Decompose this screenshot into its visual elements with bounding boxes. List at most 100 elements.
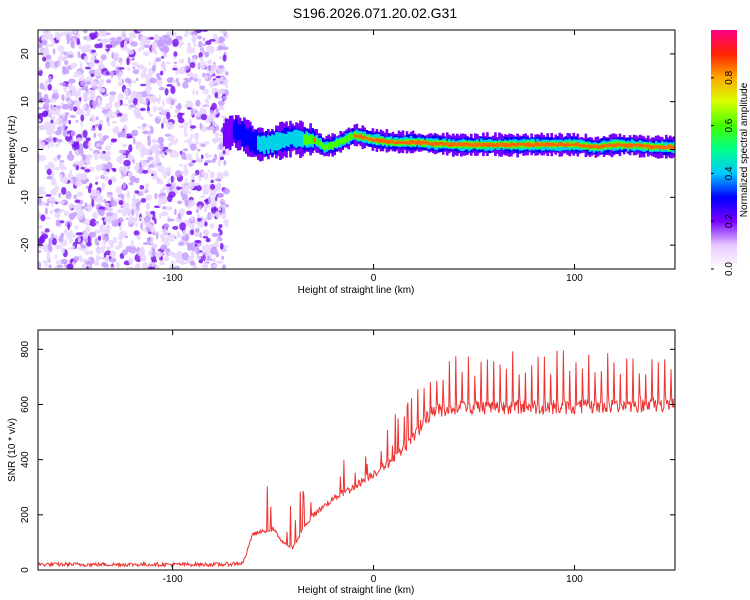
noise-blob — [175, 36, 183, 40]
noise-blob — [204, 221, 208, 227]
colorbar-tick-label: 0.6 — [724, 118, 735, 132]
noise-blob — [79, 61, 83, 70]
noise-blob — [97, 209, 103, 214]
noise-blob — [151, 259, 157, 263]
noise-blob — [149, 36, 155, 40]
noise-blob — [67, 83, 72, 89]
noise-blob — [219, 156, 225, 161]
noise-blob — [140, 83, 147, 87]
noise-blob — [52, 237, 57, 246]
noise-blob — [201, 171, 205, 176]
noise-blob — [213, 206, 218, 212]
signal-cell — [269, 136, 272, 149]
noise-blob — [159, 233, 166, 240]
noise-blob — [140, 223, 144, 229]
noise-blob — [142, 123, 147, 127]
noise-blob — [108, 71, 115, 74]
noise-blob — [215, 251, 220, 258]
noise-blob — [77, 51, 81, 59]
noise-blob — [44, 126, 49, 130]
noise-blob — [51, 187, 58, 196]
noise-blob — [38, 113, 46, 117]
noise-blob — [148, 61, 151, 66]
noise-blob — [123, 103, 129, 107]
noise-blob — [109, 114, 116, 119]
signal-cell — [301, 131, 304, 148]
noise-blob — [85, 85, 89, 92]
noise-blob — [116, 65, 119, 74]
noise-blob — [166, 111, 171, 120]
noise-blob — [195, 89, 199, 96]
noise-blob — [178, 43, 182, 49]
signal-cell — [373, 138, 377, 142]
noise-blob — [150, 95, 157, 102]
noise-blob — [132, 80, 137, 84]
noise-blob — [102, 150, 106, 154]
noise-blob — [93, 152, 99, 161]
noise-blob — [134, 177, 140, 184]
x-tick-label: -100 — [163, 574, 183, 585]
noise-blob — [204, 188, 209, 195]
signal-cell — [261, 135, 264, 152]
signal-cell — [251, 132, 254, 151]
noise-blob — [137, 94, 141, 102]
signal-cell — [343, 137, 347, 145]
noise-blob — [118, 149, 127, 154]
signal-cell — [616, 142, 620, 147]
signal-cell — [606, 144, 610, 148]
noise-blob — [100, 106, 106, 110]
signal-cell — [273, 135, 276, 151]
noise-blob — [224, 84, 229, 89]
noise-blob — [186, 210, 193, 215]
noise-blob — [80, 86, 88, 91]
signal-cell — [441, 142, 445, 146]
noise-blob — [213, 137, 217, 144]
x-tick-label: 100 — [566, 273, 583, 284]
noise-blob — [207, 65, 212, 69]
noise-blob — [80, 114, 85, 122]
colorbar-tick-label: 0.0 — [724, 262, 735, 276]
noise-blob — [169, 238, 174, 242]
noise-blob — [75, 149, 79, 157]
signal-cell — [230, 115, 234, 147]
noise-blob — [166, 84, 173, 87]
noise-blob — [148, 169, 154, 174]
signal-cell — [572, 143, 576, 147]
noise-blob — [197, 35, 203, 40]
noise-blob — [212, 36, 220, 44]
noise-blob — [88, 250, 94, 255]
noise-blob — [147, 266, 153, 269]
noise-blob — [117, 81, 124, 87]
colorbar: 0.0 0.2 0.4 0.6 0.8 Normalized spectral ampl… — [711, 30, 750, 276]
noise-blob — [143, 51, 149, 57]
noise-blob — [75, 137, 83, 142]
noise-blob — [178, 125, 186, 129]
noise-blob — [50, 98, 56, 103]
noise-blob — [155, 144, 161, 151]
noise-blob — [45, 54, 52, 60]
noise-blob — [155, 264, 159, 269]
noise-blob — [197, 148, 201, 152]
noise-blob — [38, 261, 42, 269]
noise-blob — [109, 242, 114, 249]
noise-blob — [170, 31, 177, 38]
colorbar-gradient — [711, 30, 737, 269]
noise-blob — [80, 247, 84, 251]
noise-blob — [200, 125, 207, 133]
signal-cell — [494, 143, 497, 147]
spectrogram-xlabel: Height of straight line (km) — [298, 285, 415, 296]
noise-blob — [64, 112, 70, 116]
y-tick-label: 600 — [20, 396, 31, 413]
signal-cell — [498, 143, 501, 147]
noise-blob — [50, 116, 56, 121]
noise-blob — [75, 110, 84, 116]
noise-blob — [181, 252, 189, 261]
noise-blob — [124, 88, 129, 97]
noise-blob — [199, 56, 203, 62]
noise-blob — [162, 172, 167, 179]
noise-blob — [195, 157, 202, 163]
signal-cell — [580, 144, 584, 148]
noise-blob — [211, 232, 219, 238]
signal-cell — [289, 131, 292, 145]
